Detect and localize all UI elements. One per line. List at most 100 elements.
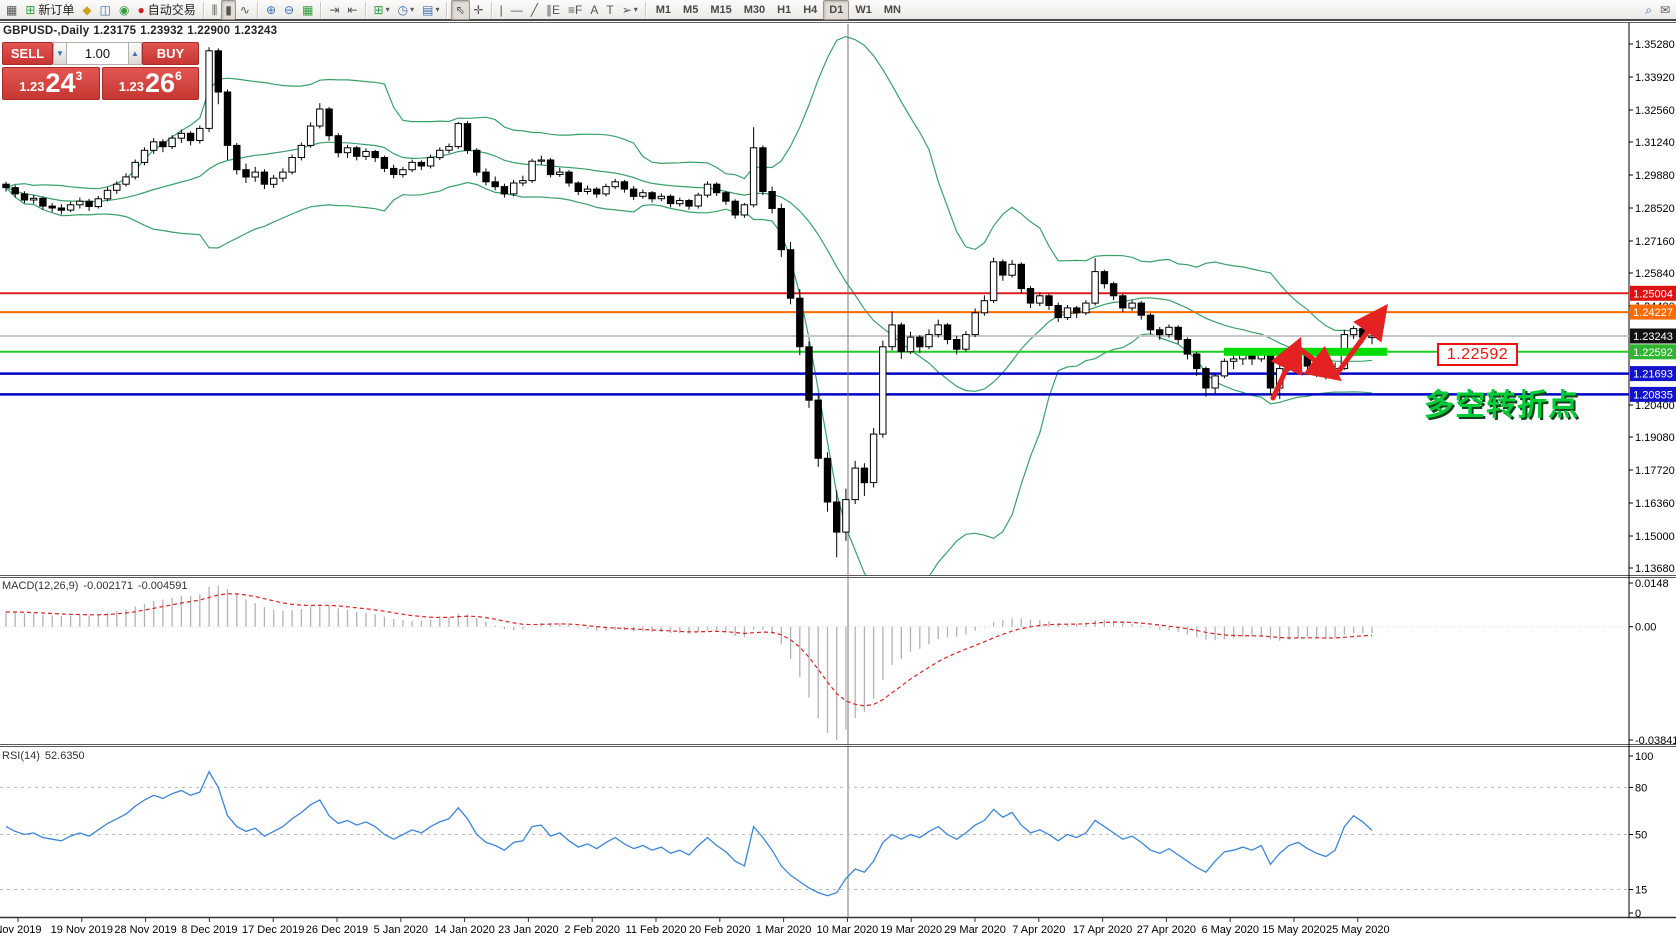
bull-candle — [66, 204, 75, 211]
bear-candle — [833, 501, 841, 533]
bear-candle — [796, 297, 804, 348]
date-label: 2 Feb 2020 — [564, 924, 620, 936]
chat-icon-icon: ✉ — [1659, 2, 1670, 17]
price-tick-label: 1.27160 — [1635, 236, 1675, 248]
chart-area[interactable]: 1.35280 1.33920 1.32560 1.31240 1.29880 1.285… — [0, 22, 1676, 939]
bear-candle — [805, 346, 813, 401]
text-icon: A — [590, 2, 599, 17]
signals-icon: ◉ — [119, 2, 130, 17]
templates-button[interactable]: ▤ ▾ — [418, 0, 443, 20]
bull-candle — [426, 157, 435, 167]
volume-up-button[interactable]: ▲ — [128, 42, 142, 65]
sell-price-small: 1.23 — [19, 78, 45, 94]
bull-candle — [749, 147, 758, 206]
bull-candle — [168, 137, 176, 148]
bear-candle — [1174, 326, 1182, 340]
tf-mn-button[interactable]: MN — [883, 3, 901, 16]
horizontal-line-button[interactable]: — — [507, 0, 527, 20]
price-tick-label: 1.32560 — [1635, 105, 1675, 117]
crosshair-button[interactable]: ✛ — [470, 0, 488, 20]
vertical-line-button[interactable]: | — [496, 0, 507, 20]
price-badge-label: 1.20835 — [1633, 389, 1673, 401]
bear-candle — [648, 192, 656, 200]
signals-button[interactable]: ◉ — [115, 0, 133, 20]
periods-button[interactable]: ◷ ▾ — [394, 0, 419, 20]
sell-price-display[interactable]: 1.23 24 3 — [2, 67, 100, 100]
indicators-button[interactable]: ⊞ ▾ — [370, 0, 394, 20]
chinese-annotation[interactable]: 多空转折点 — [1424, 389, 1579, 422]
toolbar-separator — [644, 1, 647, 18]
bear-candle — [417, 161, 426, 167]
bear-candle — [233, 144, 241, 171]
bull-candle — [703, 183, 712, 196]
new-chart-button[interactable]: ▦ — [2, 0, 21, 20]
bull-candle — [851, 467, 859, 501]
price-tick-label: 1.13680 — [1635, 563, 1675, 575]
macd-histogram — [5, 585, 1373, 740]
sell-button[interactable]: SELL — [2, 42, 53, 65]
price-badge — [1630, 344, 1676, 360]
chart-canvas[interactable]: 1.35280 1.33920 1.32560 1.31240 1.29880 1.285… — [0, 22, 1676, 939]
auto-scroll-icon: ⇥ — [329, 2, 340, 17]
new-order-button[interactable]: ⊞ 新订单 — [21, 0, 78, 20]
line-chart-button[interactable]: ∿ — [236, 0, 254, 20]
bear-candle — [242, 169, 250, 178]
fibonacci-button[interactable]: ≡F — [564, 0, 586, 20]
bear-candle — [759, 147, 767, 193]
price-badge-label: 1.24227 — [1633, 307, 1673, 319]
zoom-in-icon: ⊕ — [265, 2, 277, 17]
buy-button[interactable]: BUY — [142, 42, 199, 65]
equidistant-channel-button[interactable]: ∥E — [542, 0, 564, 20]
trend-arrow[interactable] — [1333, 303, 1388, 378]
zoom-in-button[interactable]: ⊕ — [262, 0, 280, 20]
text-button[interactable]: A — [586, 0, 602, 20]
trendline-button[interactable]: ╱ — [527, 0, 542, 20]
bear-candle — [860, 467, 869, 484]
tf-h1-button[interactable]: H1 — [777, 3, 792, 16]
bear-candle — [325, 108, 333, 137]
bull-candle — [676, 200, 684, 205]
tf-m1-button[interactable]: M1 — [655, 3, 672, 16]
chevron-down-icon: ▾ — [385, 5, 390, 14]
accounts-button[interactable]: ◫ — [96, 0, 115, 20]
candlestick-chart-button[interactable]: ▮ — [221, 0, 236, 20]
text-label-button[interactable]: T — [602, 0, 617, 20]
bull-candle — [583, 188, 592, 193]
auto-scroll-button[interactable]: ⇥ — [325, 0, 343, 20]
chat-icon[interactable]: ✉ — [1656, 0, 1674, 20]
arrows-button[interactable]: ➢ ▾ — [618, 0, 642, 20]
rsi-tick-label: 100 — [1635, 751, 1653, 763]
price-badge — [1630, 304, 1676, 320]
bull-candle — [934, 324, 942, 336]
volume-down-button[interactable]: ▼ — [53, 42, 67, 65]
trend-arrow[interactable] — [1270, 336, 1303, 401]
sell-price-big: 24 — [45, 68, 76, 99]
tf-m5-button[interactable]: M5 — [683, 3, 699, 16]
price-badge-label: 1.23243 — [1633, 331, 1673, 343]
zoom-out-button[interactable]: ⊖ — [280, 0, 298, 20]
tile-windows-button[interactable]: ▦ — [298, 0, 317, 20]
tf-w1-button[interactable]: W1 — [855, 3, 872, 16]
price-annotation-label[interactable]: 1.22592 — [1437, 343, 1518, 366]
cleaner-button[interactable]: ◆ — [78, 0, 95, 20]
bear-candle — [731, 200, 739, 216]
search-icon[interactable]: ⌕ — [1641, 0, 1656, 20]
bar-chart-button[interactable]: ⫼ — [208, 0, 222, 20]
bear-candle — [1045, 295, 1053, 306]
crosshair-icon: ✛ — [473, 2, 484, 17]
cursor-button[interactable]: ⇖ — [451, 0, 470, 20]
ohlc-open: 1.23175 — [93, 25, 137, 37]
tf-m15-button[interactable]: M15 — [710, 3, 732, 16]
auto-trading-button[interactable]: ● 自动交易 — [133, 0, 199, 20]
rsi-line — [5, 770, 1373, 897]
tf-m30-button[interactable]: M30 — [743, 3, 766, 16]
trend-arrow[interactable] — [1297, 345, 1342, 382]
buy-price-display[interactable]: 1.23 26 6 — [101, 67, 199, 100]
rsi-label: RSI(14) 52.6350 — [2, 750, 90, 762]
bull-candle — [1008, 263, 1016, 276]
tf-d1-button[interactable]: D1 — [823, 0, 850, 20]
chart-shift-button[interactable]: ⇤ — [343, 0, 361, 20]
sell-price-sup: 3 — [75, 69, 83, 83]
tf-h4-button[interactable]: H4 — [803, 3, 818, 16]
volume-input[interactable] — [67, 42, 128, 65]
